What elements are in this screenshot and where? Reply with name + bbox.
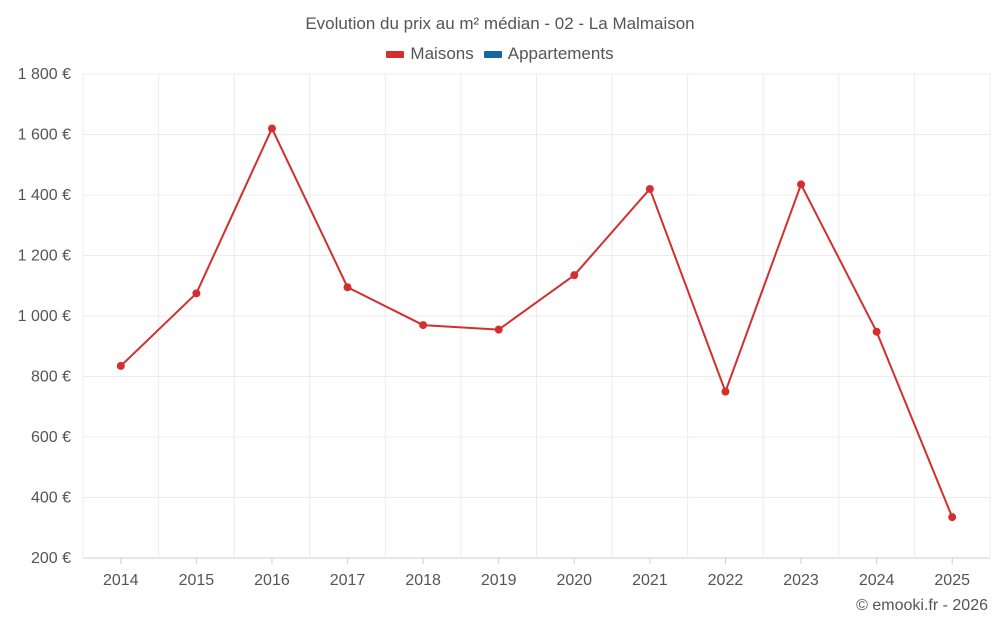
x-tick-label: 2020	[556, 572, 592, 589]
legend-label-maisons: Maisons	[410, 44, 474, 63]
x-tick-label: 2022	[708, 572, 744, 589]
data-point[interactable]	[192, 289, 201, 298]
x-tick-label: 2018	[405, 572, 441, 589]
data-point[interactable]	[343, 283, 352, 292]
y-tick-label: 200 €	[31, 550, 71, 567]
data-point[interactable]	[645, 184, 654, 193]
y-tick-label: 1 600 €	[18, 127, 71, 144]
y-tick-label: 800 €	[31, 369, 71, 386]
x-tick-label: 2014	[103, 572, 139, 589]
x-tick-label: 2021	[632, 572, 668, 589]
x-tick-label: 2019	[481, 572, 517, 589]
credit-text: © emooki.fr - 2026	[856, 597, 988, 614]
y-tick-label: 1 800 €	[18, 66, 71, 83]
series-line-maisons	[120, 127, 954, 518]
y-tick-label: 1 400 €	[18, 187, 71, 204]
data-point[interactable]	[494, 325, 503, 334]
legend-swatch-maisons	[386, 50, 405, 58]
data-point[interactable]	[948, 513, 957, 522]
legend-swatch-appartements	[483, 50, 502, 58]
legend-label-appartements: Appartements	[507, 44, 614, 63]
chart-title: Evolution du prix au m² médian - 02 - La…	[305, 14, 695, 33]
x-tick-label: 2016	[254, 572, 290, 589]
data-point[interactable]	[116, 361, 125, 370]
y-tick-label: 1 200 €	[18, 248, 71, 265]
legend-item-appartements[interactable]: Appartements	[483, 44, 614, 64]
data-point[interactable]	[721, 387, 730, 396]
x-tick-label: 2017	[330, 572, 366, 589]
data-point[interactable]	[872, 327, 881, 336]
data-point[interactable]	[267, 124, 276, 133]
data-point[interactable]	[797, 180, 806, 189]
x-tick-label: 2025	[934, 572, 970, 589]
legend: Maisons Appartements	[0, 44, 1000, 64]
y-tick-label: 400 €	[31, 490, 71, 507]
x-tick-label: 2024	[859, 572, 895, 589]
data-point[interactable]	[419, 321, 428, 330]
x-tick-label: 2023	[783, 572, 819, 589]
y-tick-label: 1 000 €	[18, 308, 71, 325]
y-tick-label: 600 €	[31, 429, 71, 446]
data-point[interactable]	[570, 271, 579, 280]
x-tick-label: 2015	[179, 572, 215, 589]
legend-item-maisons[interactable]: Maisons	[386, 44, 474, 64]
